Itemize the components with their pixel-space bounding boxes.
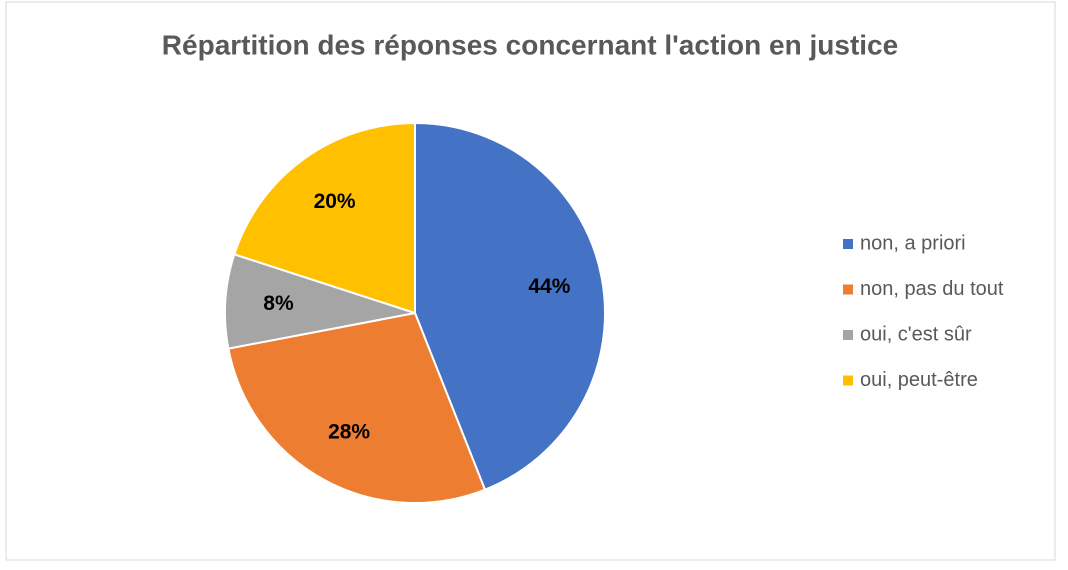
data-label: 28% xyxy=(328,420,370,443)
legend-marker xyxy=(843,330,853,340)
data-label: 20% xyxy=(314,190,356,213)
legend-marker xyxy=(843,284,853,295)
legend-label: oui, c'est sûr xyxy=(860,323,972,345)
data-label: 8% xyxy=(263,292,294,315)
legend-label: oui, peut-être xyxy=(860,369,978,391)
legend-label: non, a priori xyxy=(860,232,966,254)
chart-title: Répartition des réponses concernant l'ac… xyxy=(162,29,898,60)
pie-slice xyxy=(233,121,416,315)
pie-slice xyxy=(414,121,606,491)
pie-slice xyxy=(227,311,487,504)
data-label: 44% xyxy=(528,275,570,298)
legend-marker xyxy=(843,375,853,386)
legend-label: non, pas du tout xyxy=(860,278,1004,300)
pie-slice xyxy=(224,253,416,350)
legend-marker xyxy=(843,239,853,249)
